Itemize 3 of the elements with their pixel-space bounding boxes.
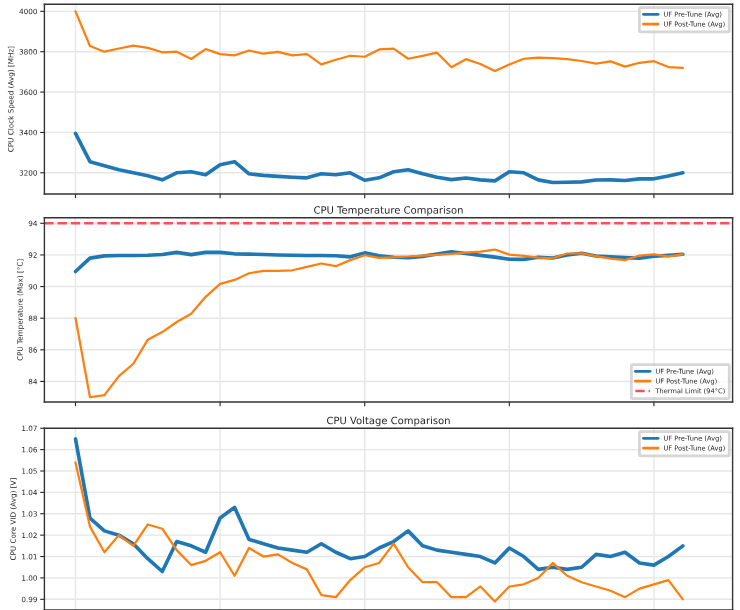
line-series	[73, 249, 685, 274]
line-series	[74, 461, 684, 603]
line-series	[73, 131, 685, 185]
